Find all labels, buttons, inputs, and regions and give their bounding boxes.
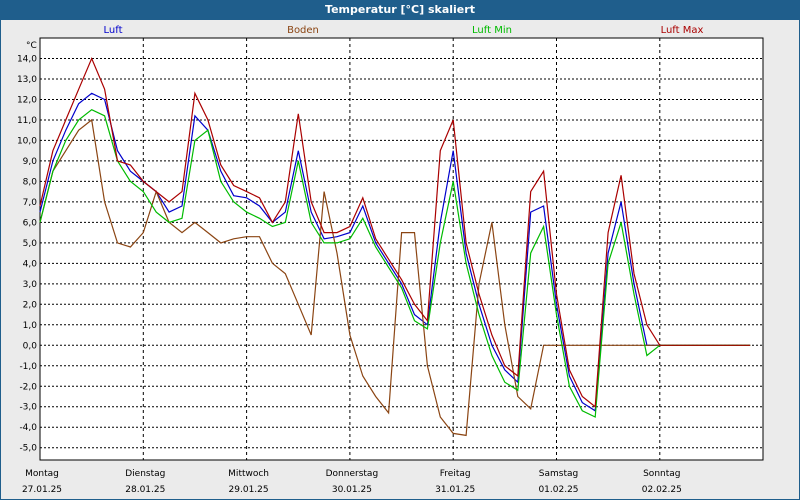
y-tick-label: -5,0 xyxy=(19,444,37,454)
x-day-label: Samstag xyxy=(539,469,578,479)
series-line xyxy=(39,92,751,412)
y-tick-label: 11,0 xyxy=(17,116,37,126)
y-tick-label: -4,0 xyxy=(19,423,37,433)
y-tick-label: 4,0 xyxy=(23,259,38,269)
x-date-label: 01.02.25 xyxy=(538,485,578,495)
x-day-label: Dienstag xyxy=(125,469,165,479)
x-day-label: Mittwoch xyxy=(228,469,269,479)
x-day-label: Freitag xyxy=(440,469,471,479)
series-line xyxy=(39,108,751,418)
x-date-label: 30.01.25 xyxy=(332,485,372,495)
x-day-label: Sonntag xyxy=(643,469,680,479)
y-tick-label: 2,0 xyxy=(23,300,38,310)
y-tick-label: 1,0 xyxy=(23,321,38,331)
y-tick-label: 9,0 xyxy=(23,157,38,167)
chart-title: Temperatur [°C] skaliert xyxy=(325,3,475,16)
y-tick-label: 13,0 xyxy=(17,75,37,85)
y-unit-label: °C xyxy=(26,41,37,51)
y-tick-label: -2,0 xyxy=(19,382,37,392)
y-tick-label: 5,0 xyxy=(23,239,38,249)
legend-entry: Luft xyxy=(104,25,123,36)
y-tick-label: 7,0 xyxy=(23,198,38,208)
x-axis: Montag 27.01.25 Dienstag 28.01.25 Mittwoch 29… xyxy=(22,469,682,495)
y-tick-label: 6,0 xyxy=(23,218,38,228)
series-line xyxy=(39,118,751,437)
y-tick-label: 12,0 xyxy=(17,95,37,105)
y-tick-label: -1,0 xyxy=(19,362,37,372)
x-date-label: 31.01.25 xyxy=(435,485,475,495)
series-lines xyxy=(39,56,751,437)
title-bar: Temperatur [°C] skaliert xyxy=(1,1,799,20)
y-tick-label: 10,0 xyxy=(17,136,37,146)
y-tick-label: 14,0 xyxy=(17,54,37,64)
y-tick-label: 0,0 xyxy=(23,341,38,351)
x-day-label: Montag xyxy=(25,469,59,479)
y-axis: 14,0 13,0 12,0 11,0 10,0 9,0 8,0 7,0 6,0 5,0 4,0 3,… xyxy=(17,54,37,453)
legend-entry: Boden xyxy=(287,25,319,36)
x-date-label: 28.01.25 xyxy=(125,485,165,495)
x-date-label: 29.01.25 xyxy=(229,485,269,495)
series-line xyxy=(39,56,751,408)
x-date-label: 27.01.25 xyxy=(22,485,62,495)
plot-area xyxy=(39,37,764,461)
y-tick-label: 3,0 xyxy=(23,280,38,290)
legend-entry: Luft Min xyxy=(472,25,512,36)
x-date-label: 02.02.25 xyxy=(642,485,682,495)
y-tick-label: 8,0 xyxy=(23,177,38,187)
x-day-label: Donnerstag xyxy=(326,469,379,479)
legend-entry: Luft Max xyxy=(661,25,704,36)
y-tick-label: -3,0 xyxy=(19,403,37,413)
legend: Luft Boden Luft Min Luft Max xyxy=(104,25,704,36)
